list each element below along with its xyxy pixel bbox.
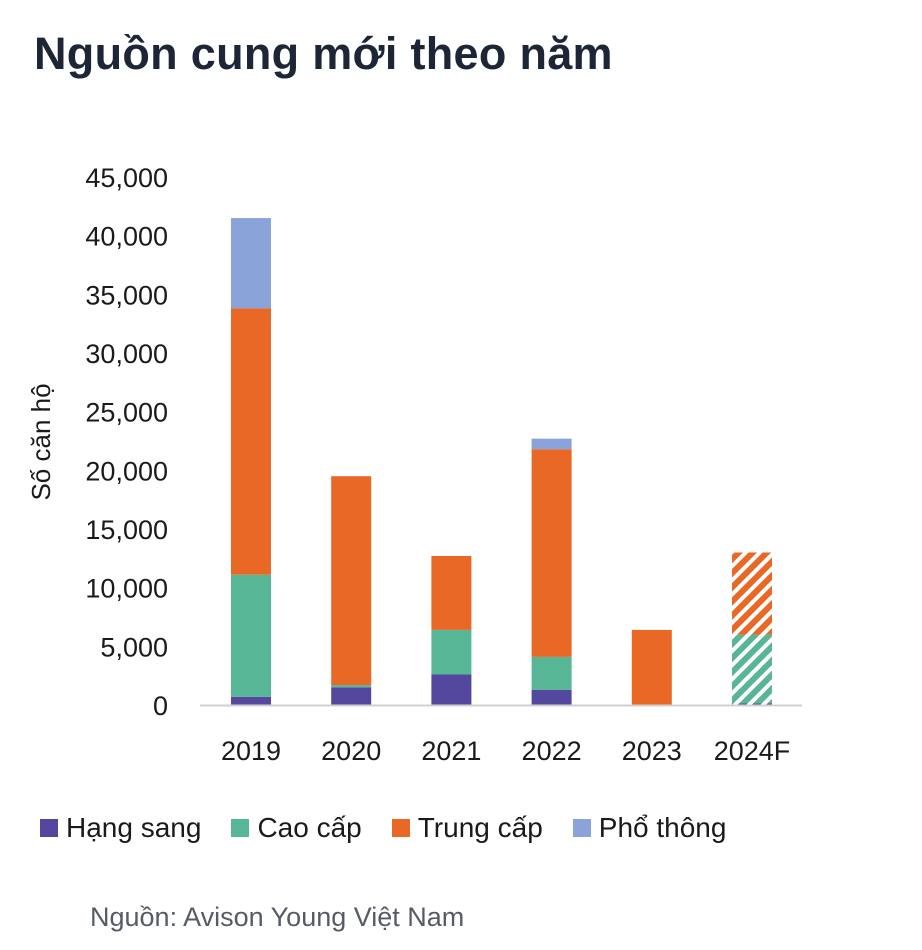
bar-segment-2020-1 xyxy=(331,685,372,688)
legend: Hạng sang Cao cấp Trung cấp Phổ thông xyxy=(40,812,726,844)
x-tick-label: 2020 xyxy=(321,736,381,766)
bar-segment-2022-1 xyxy=(531,656,572,690)
bar-segment-2022-2 xyxy=(531,449,572,657)
source-note: Nguồn: Avison Young Việt Nam xyxy=(90,902,465,932)
bar-segment-2024F-0 xyxy=(732,703,772,705)
x-tick-label: 2021 xyxy=(421,736,481,766)
legend-swatch xyxy=(231,819,250,837)
legend-swatch xyxy=(40,819,58,837)
bar-segment-2019-2 xyxy=(231,308,271,575)
bar-segment-2022-0 xyxy=(531,689,572,705)
y-tick-label: 20,000 xyxy=(85,456,168,486)
y-tick-label: 45,000 xyxy=(85,163,168,193)
x-tick-label: 2019 xyxy=(221,736,281,766)
y-tick-label: 35,000 xyxy=(85,280,168,310)
bar-segment-2021-1 xyxy=(431,629,472,675)
legend-swatch xyxy=(572,819,591,837)
y-tick-label: 15,000 xyxy=(85,515,168,545)
x-tick-label: 2024F xyxy=(714,736,791,766)
stacked-bar-chart: 0 5,000 10,000 15,000 20,000 25,000 30,000 35,0… xyxy=(26,163,802,766)
bar-segment-2021-2 xyxy=(431,555,472,630)
bar-segment-2024F-1 xyxy=(732,634,772,704)
y-tick-label: 10,000 xyxy=(85,574,168,604)
bar-segment-2022-3 xyxy=(531,438,572,450)
bars-group xyxy=(231,218,772,705)
legend-label: Phổ thông xyxy=(598,812,727,843)
y-tick-label: 25,000 xyxy=(85,398,168,428)
y-tick-label: 30,000 xyxy=(85,339,168,369)
y-tick-label: 5,000 xyxy=(100,632,168,662)
x-tick-label: 2022 xyxy=(522,736,582,766)
bar-segment-2019-0 xyxy=(231,696,271,705)
legend-label: Trung cấp xyxy=(417,812,543,843)
chart-title: Nguồn cung mới theo năm xyxy=(34,28,613,79)
bar-segment-2019-1 xyxy=(231,574,271,697)
y-axis-label: Số căn hộ xyxy=(26,383,56,500)
legend-item: Cao cấp xyxy=(231,812,362,844)
legend-item: Phổ thông xyxy=(572,812,727,844)
x-tick-label: 2023 xyxy=(622,736,682,766)
x-axis-ticks: 2019 2020 2021 2022 2023 2024F xyxy=(221,736,790,766)
legend-swatch xyxy=(391,819,410,837)
legend-item: Hạng sang xyxy=(40,812,201,844)
y-tick-label: 40,000 xyxy=(85,222,168,252)
y-tick-label: 0 xyxy=(153,691,168,721)
legend-label: Hạng sang xyxy=(66,812,202,843)
bar-segment-2023-2 xyxy=(631,629,672,705)
bar-segment-2020-0 xyxy=(331,687,372,705)
bar-segment-2019-3 xyxy=(231,218,271,309)
legend-label: Cao cấp xyxy=(257,812,362,843)
bar-segment-2020-2 xyxy=(331,476,372,686)
bar-segment-2021-0 xyxy=(431,674,472,705)
y-axis-ticks: 0 5,000 10,000 15,000 20,000 25,000 30,000 35,0… xyxy=(85,163,168,721)
legend-item: Trung cấp xyxy=(391,812,543,844)
bar-segment-2024F-2 xyxy=(732,552,772,635)
